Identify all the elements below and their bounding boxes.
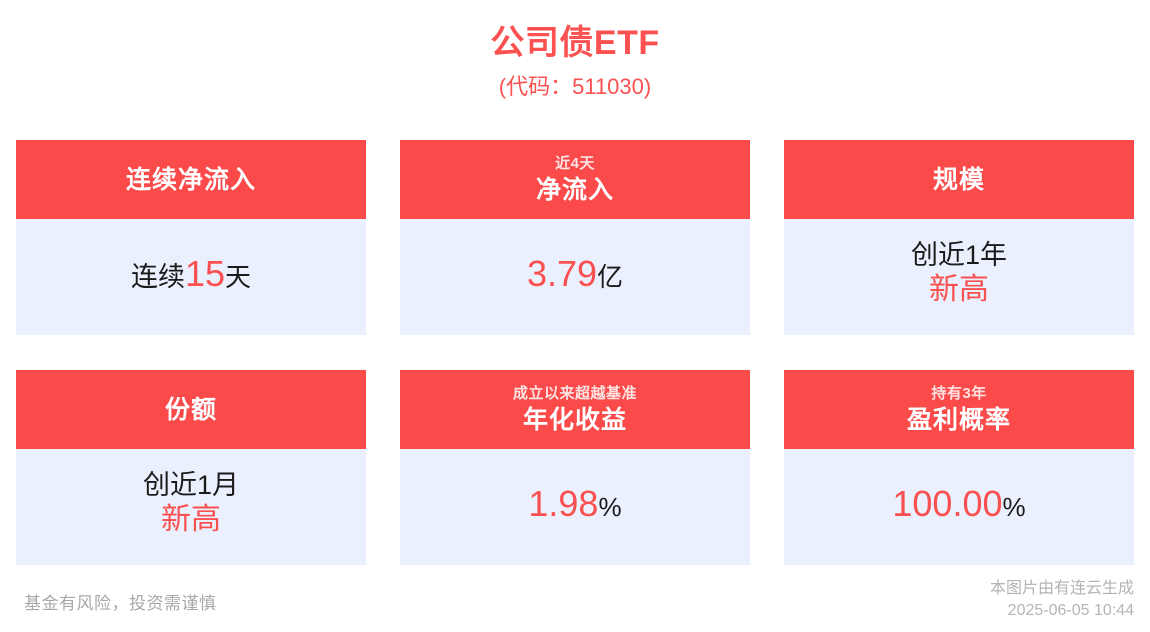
card-body: 创近1月 新高 [16,449,366,565]
value-number: 15 [184,253,226,295]
card-value-row: 100.00% [892,484,1025,524]
card-header-title: 连续净流入 [125,165,256,194]
footer-timestamp: 2025-06-05 10:44 [1007,602,1134,619]
value-unit: 亿 [597,262,624,293]
card-body: 3.79亿 [400,219,750,335]
value-number: 3.79 [526,253,598,295]
card-value-line-2: 新高 [929,273,989,307]
page-title-block: 公司债ETF (代码：511030) [0,0,1150,104]
card-body: 连续15天 [16,219,366,335]
card-header-subtitle: 持有3年 [931,384,987,402]
value-unit: % [1002,492,1026,523]
metric-card-annualized-excess-return[interactable]: 成立以来超越基准 年化收益 1.98% [400,370,750,565]
footer-source: 本图片由有连云生成 [989,580,1134,597]
card-value-line-2: 新高 [161,503,221,537]
page-subtitle-code: (代码：511030) [498,74,652,99]
value-number: 100.00 [892,483,1003,525]
card-header: 连续净流入 [16,140,366,219]
metric-card-grid: 连续净流入 连续15天 近4天 净流入 3.79亿 规模 创近1年 新高 [16,140,1134,565]
card-header-title: 年化收益 [522,405,627,434]
card-value-row: 连续15天 [131,254,251,294]
footer-attribution: 本图片由有连云生成 2025-06-05 10:44 [990,578,1134,622]
card-header-subtitle: 近4天 [555,154,595,172]
card-value-line-1: 创近1年 [910,240,1008,271]
metric-card-continuous-net-inflow[interactable]: 连续净流入 连续15天 [16,140,366,335]
card-header: 近4天 净流入 [400,140,750,219]
page-title: 公司债ETF [490,24,660,62]
risk-disclaimer: 基金有风险，投资需谨慎 [24,594,217,613]
metric-card-fund-size[interactable]: 规模 创近1年 新高 [784,140,1134,335]
card-header: 份额 [16,370,366,449]
card-body: 创近1年 新高 [784,219,1134,335]
card-value-row: 3.79亿 [527,254,623,294]
card-value-row: 1.98% [528,484,621,524]
card-header-title: 盈利概率 [906,405,1011,434]
card-header: 规模 [784,140,1134,219]
card-body: 1.98% [400,449,750,565]
card-header-title: 规模 [932,165,985,194]
card-value-line-1: 创近1月 [142,470,240,501]
value-prefix: 连续 [130,262,185,293]
card-header-title: 净流入 [535,175,614,204]
value-number: 1.98 [528,483,599,525]
card-header-subtitle: 成立以来超越基准 [512,384,637,402]
card-body: 100.00% [784,449,1134,565]
card-header: 持有3年 盈利概率 [784,370,1134,449]
value-unit: 天 [225,262,252,293]
value-unit: % [598,492,622,523]
card-header-title: 份额 [164,395,217,424]
metric-card-4day-net-inflow[interactable]: 近4天 净流入 3.79亿 [400,140,750,335]
metric-card-3year-profit-probability[interactable]: 持有3年 盈利概率 100.00% [784,370,1134,565]
metric-card-shares[interactable]: 份额 创近1月 新高 [16,370,366,565]
card-header: 成立以来超越基准 年化收益 [400,370,750,449]
